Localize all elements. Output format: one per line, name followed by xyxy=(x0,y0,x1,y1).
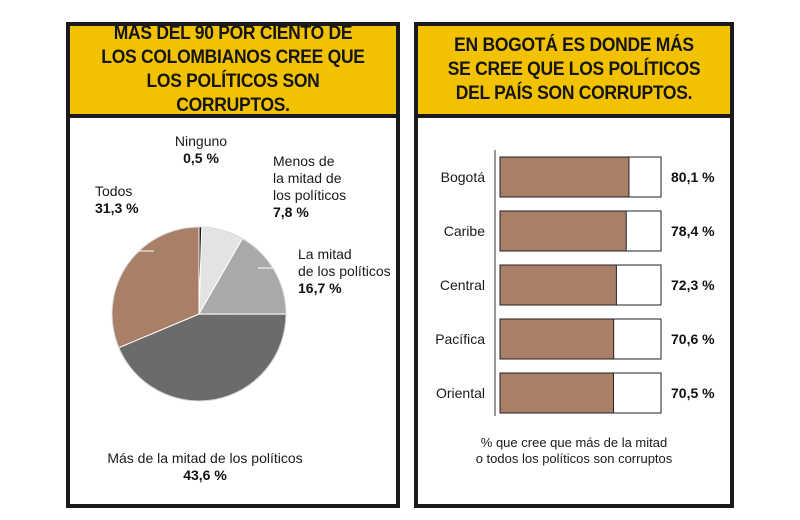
bar-3 xyxy=(499,318,615,360)
pie-label-menos: Menos de la mitad de los políticos 7,8 % xyxy=(273,153,346,220)
pie-outline xyxy=(111,226,287,402)
pie-label-ninguno: Ninguno 0,5 % xyxy=(175,133,227,166)
pie-chart-title: MÁS DEL 90 POR CIENTO DE LOS COLOMBIANOS… xyxy=(101,23,365,116)
bar-value-2: 72,3 % xyxy=(671,277,715,293)
bar-value-3: 70,6 % xyxy=(671,331,715,347)
pie-chart-header: MÁS DEL 90 POR CIENTO DE LOS COLOMBIANOS… xyxy=(70,23,396,118)
pie-value-ninguno: 0,5 % xyxy=(183,150,219,166)
pie-label-mitad: La mitad de los políticos 16,7 % xyxy=(298,246,391,296)
bar-chart: Bogotá 80,1 % Caribe 78,4 % Central 72,3 % Pac… xyxy=(435,150,715,466)
bar-caption: % que cree que más de la mitad o todos lo… xyxy=(476,435,673,466)
pie-label-mas: Más de la mitad de los políticos 43,6 % xyxy=(107,450,302,483)
pie-value-menos: 7,8 % xyxy=(273,204,309,220)
pie-chart-panel: MÁS DEL 90 POR CIENTO DE LOS COLOMBIANOS… xyxy=(66,22,400,508)
bar-category-1: Caribe xyxy=(444,223,485,239)
pie-value-mas: 43,6 % xyxy=(183,467,227,483)
pie-leader-todos xyxy=(115,232,154,252)
bar-category-0: Bogotá xyxy=(441,169,486,185)
bar-chart-header: EN BOGOTÁ ES DONDE MÁS SE CREE QUE LOS P… xyxy=(418,26,730,118)
bar-category-2: Central xyxy=(440,277,485,293)
pie-chart: Ninguno 0,5 % Menos de la mitad de los polít… xyxy=(95,133,391,483)
bar-0 xyxy=(499,156,630,198)
bar-2 xyxy=(499,264,617,306)
bar-value-0: 80,1 % xyxy=(671,169,715,185)
pie-label-todos: Todos 31,3 % xyxy=(95,183,139,216)
bar-4 xyxy=(499,372,614,414)
bar-chart-panel: EN BOGOTÁ ES DONDE MÁS SE CREE QUE LOS P… xyxy=(414,22,734,508)
bar-value-1: 78,4 % xyxy=(671,223,715,239)
bar-value-4: 70,5 % xyxy=(671,385,715,401)
bar-category-4: Oriental xyxy=(436,385,485,401)
bar-category-3: Pacífica xyxy=(435,331,485,347)
bar-chart-title: EN BOGOTÁ ES DONDE MÁS SE CREE QUE LOS P… xyxy=(447,35,701,104)
pie-value-mitad: 16,7 % xyxy=(298,280,342,296)
pie-leader-menos xyxy=(235,193,270,225)
pie-value-todos: 31,3 % xyxy=(95,200,139,216)
bar-1 xyxy=(499,210,627,252)
